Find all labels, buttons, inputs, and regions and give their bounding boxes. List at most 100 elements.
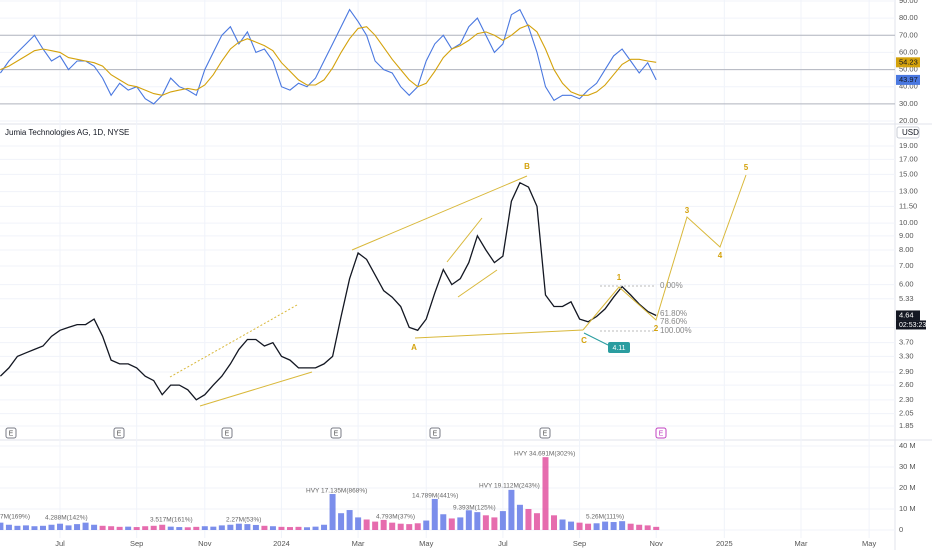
volume-bar bbox=[653, 526, 660, 530]
wave-label: B bbox=[524, 162, 530, 171]
y-tick-label: 10.00 bbox=[899, 218, 918, 227]
earnings-marker bbox=[221, 427, 233, 439]
y-tick-label: 60.00 bbox=[899, 47, 918, 56]
volume-bar bbox=[525, 509, 532, 530]
trendline bbox=[169, 304, 298, 378]
volume-annotation: 4.288M(142%) bbox=[45, 515, 88, 522]
volume-annotation: 14.789M(441%) bbox=[412, 493, 458, 500]
trendline bbox=[446, 217, 483, 263]
volume-bar bbox=[568, 521, 575, 530]
last-value: 43.97 bbox=[899, 75, 918, 84]
earnings-label: E bbox=[225, 430, 230, 437]
y-tick-label: 50.00 bbox=[899, 65, 918, 74]
volume-annotation: 7M(169%) bbox=[0, 514, 30, 521]
volume-annotation: 2.27M(53%) bbox=[226, 517, 261, 524]
trendline bbox=[351, 175, 528, 251]
drawings bbox=[169, 126, 920, 407]
volume-bar bbox=[593, 523, 600, 530]
volume-bar bbox=[261, 525, 268, 530]
currency-box bbox=[896, 126, 920, 139]
callout-text: 4.11 bbox=[612, 345, 625, 352]
y-tick-label: 9.00 bbox=[899, 231, 914, 240]
volume-bar bbox=[82, 522, 89, 530]
x-tick-label: Sep bbox=[573, 539, 586, 548]
x-tick-label: May bbox=[862, 539, 876, 548]
earnings-marker bbox=[330, 427, 342, 439]
earnings-marker bbox=[5, 427, 17, 439]
y-tick-label: 90.00 bbox=[899, 0, 918, 5]
last-value: 4.64 bbox=[899, 310, 914, 319]
series-line bbox=[0, 24, 657, 96]
volume-bar bbox=[176, 527, 183, 530]
wave-label: 3 bbox=[685, 206, 690, 215]
volume-bar bbox=[14, 525, 21, 530]
volume-bar bbox=[644, 525, 651, 530]
earnings-label: E bbox=[433, 430, 438, 437]
volume-bar bbox=[465, 510, 472, 530]
y-tick-label: 2.90 bbox=[899, 367, 914, 376]
volume-bar bbox=[65, 525, 72, 530]
volume-bar bbox=[627, 523, 634, 530]
earnings-marker bbox=[429, 427, 441, 439]
volume-bar bbox=[499, 511, 506, 530]
volume-bar bbox=[31, 526, 38, 530]
volume-bar bbox=[482, 515, 489, 530]
fib-label: 78.60% bbox=[660, 317, 687, 326]
y-tick-label: 1.85 bbox=[899, 421, 914, 430]
wave-label: 2 bbox=[654, 324, 659, 333]
y-tick-label: 30 M bbox=[899, 462, 916, 471]
y-tick-label: 15.00 bbox=[899, 169, 918, 178]
volume-bar bbox=[423, 520, 430, 530]
y-tick-label: 20.00 bbox=[899, 116, 918, 125]
y-tick-label: 11.50 bbox=[899, 201, 917, 210]
volume-bar bbox=[602, 521, 609, 530]
y-tick-label: 10 M bbox=[899, 504, 916, 513]
y-tick-label: 2.60 bbox=[899, 380, 914, 389]
volume-bar bbox=[210, 526, 217, 530]
volume-bar bbox=[159, 524, 166, 530]
volume-bar bbox=[440, 514, 447, 530]
volume-bar bbox=[508, 489, 515, 530]
earnings-label: E bbox=[334, 430, 339, 437]
volume-bar bbox=[48, 524, 55, 530]
wave-projection bbox=[582, 174, 747, 331]
volume-bar bbox=[585, 523, 592, 530]
fib-label: 61.80% bbox=[660, 309, 687, 318]
y-tick-label: 2.05 bbox=[899, 409, 914, 418]
volume-bar bbox=[193, 526, 200, 530]
volume-bar bbox=[304, 527, 311, 530]
x-tick-label: Jul bbox=[55, 539, 65, 548]
y-tick-label: 5.33 bbox=[899, 294, 914, 303]
y-tick-label: 13.00 bbox=[899, 187, 918, 196]
volume-bar bbox=[150, 525, 157, 530]
x-tick-label: Mar bbox=[795, 539, 808, 548]
volume-annotation: 5.26M(111%) bbox=[586, 514, 624, 521]
volume-bar bbox=[269, 526, 276, 530]
y-tick-label: 0 bbox=[899, 525, 903, 534]
last-value: 54.23 bbox=[899, 57, 918, 66]
volume-bar bbox=[5, 524, 12, 530]
volume-bar bbox=[338, 513, 345, 530]
y-tick-label: 7.00 bbox=[899, 261, 914, 270]
y-tick-label: 2.30 bbox=[899, 395, 914, 404]
last-value-badge bbox=[896, 310, 920, 321]
volume-bar bbox=[227, 524, 234, 530]
volume-annotation: HVY 17.135M(868%) bbox=[306, 488, 367, 495]
trendline bbox=[414, 329, 584, 339]
volume-bar bbox=[218, 525, 225, 530]
y-tick-label: 3.70 bbox=[899, 338, 914, 347]
volume-bar bbox=[295, 526, 302, 530]
volume-annotation: HVY 19.112M(243%) bbox=[479, 483, 540, 490]
volume-bar bbox=[108, 526, 115, 530]
volume-annotation: 3.517M(161%) bbox=[150, 517, 193, 524]
volume-bar bbox=[57, 523, 64, 530]
wave-label: 1 bbox=[617, 273, 622, 282]
y-tick-label: 6.00 bbox=[899, 280, 914, 289]
volume-bar bbox=[329, 494, 336, 530]
volume-bar bbox=[457, 517, 464, 530]
y-tick-label: 17.00 bbox=[899, 154, 918, 163]
volume-bar bbox=[474, 512, 481, 530]
volume-bar bbox=[610, 522, 617, 530]
volume-bar bbox=[491, 517, 498, 530]
